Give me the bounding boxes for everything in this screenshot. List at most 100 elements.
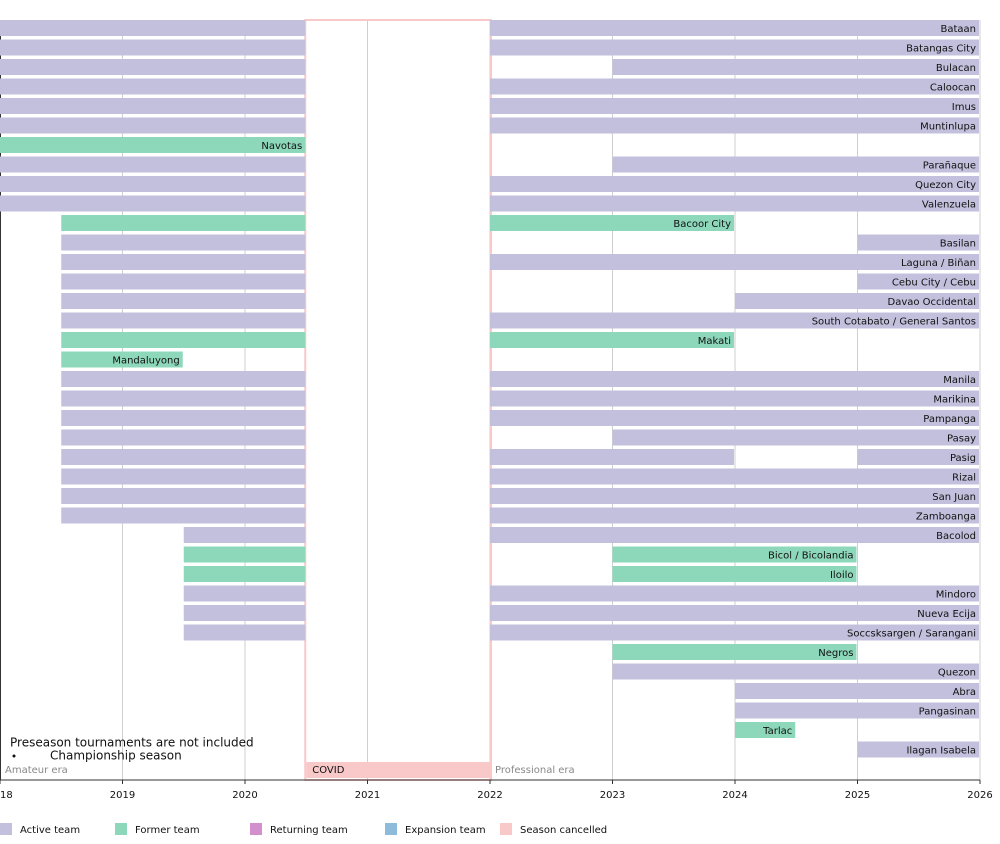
team-label: Negros: [818, 648, 853, 659]
team-bar: [183, 546, 306, 563]
team-bar: [735, 702, 979, 719]
team-bar: [0, 98, 306, 114]
team-label: Pangasinan: [919, 707, 976, 718]
team-label: Abra: [953, 687, 976, 698]
team-bar: [0, 39, 306, 56]
x-tick-label: 2026: [967, 790, 992, 801]
legend-label: Season cancelled: [520, 825, 607, 836]
team-bar: [612, 566, 857, 582]
team-bar: [857, 741, 979, 758]
team-label: Bicol / Bicolandia: [768, 551, 854, 562]
team-bar: [61, 410, 306, 426]
team-bar: [735, 722, 796, 738]
team-bar: [61, 332, 306, 348]
team-label: Zamboanga: [916, 512, 976, 523]
legend-swatch: [250, 823, 262, 835]
team-label: Bacolod: [936, 531, 976, 542]
team-label: Ilagan Isabela: [906, 746, 976, 757]
team-bar: [612, 429, 979, 446]
team-bar: [61, 468, 306, 485]
note-bullet: [12, 754, 16, 758]
team-label: Davao Occidental: [888, 297, 976, 308]
team-label: Pasay: [947, 434, 976, 445]
team-label: Bacoor City: [673, 219, 731, 230]
x-tick-label: 2020: [232, 790, 257, 801]
team-bar: [183, 624, 306, 641]
team-label: Bataan: [940, 24, 976, 35]
team-bar: [490, 410, 979, 426]
legend-swatch: [385, 823, 397, 835]
team-bar: [490, 117, 979, 134]
legend-swatch: [0, 823, 12, 835]
legend-label: Returning team: [270, 825, 348, 836]
team-bar: [0, 156, 306, 173]
team-bar: [490, 332, 734, 348]
x-tick-label: 2024: [722, 790, 747, 801]
team-bar: [183, 585, 306, 602]
legend-label: Active team: [20, 825, 80, 836]
team-bar: [490, 98, 979, 114]
team-label: Parañaque: [923, 161, 976, 172]
team-bar: [0, 137, 306, 153]
team-bar: [61, 449, 306, 465]
team-label: Pampanga: [923, 414, 976, 425]
team-label: Navotas: [261, 141, 302, 152]
team-bar: [857, 273, 979, 290]
team-bar: [490, 20, 979, 36]
team-bar: [61, 488, 306, 504]
team-label: Makati: [698, 336, 731, 347]
team-bar: [61, 273, 306, 290]
team-bar: [735, 293, 979, 309]
team-label: Imus: [952, 102, 976, 113]
team-label: Marikina: [933, 395, 976, 406]
team-bar: [490, 390, 979, 407]
team-label: Nueva Ecija: [917, 609, 976, 620]
team-bar: [612, 59, 979, 75]
team-bar: [490, 468, 979, 485]
team-bar: [61, 312, 306, 329]
team-bar: [612, 156, 979, 173]
team-bar: [490, 624, 979, 641]
era-label: Professional era: [495, 765, 575, 776]
team-label: Batangas City: [906, 44, 976, 55]
team-bar: [490, 176, 979, 192]
team-label: Manila: [943, 375, 976, 386]
team-bar: [612, 644, 857, 660]
era-label: Amateur era: [5, 765, 68, 776]
team-bar: [490, 371, 979, 387]
x-tick-label: 2022: [477, 790, 502, 801]
note: Championship season: [50, 749, 182, 763]
team-label: Mindoro: [936, 590, 976, 601]
team-bar: [490, 507, 979, 524]
team-bar: [0, 195, 306, 212]
team-bar: [612, 546, 857, 563]
team-bar: [61, 215, 306, 231]
team-bar: [490, 254, 979, 270]
team-label: Caloocan: [930, 83, 976, 94]
team-bar: [61, 351, 183, 368]
team-bar: [857, 234, 979, 251]
team-bar: [61, 293, 306, 309]
team-bar: [61, 507, 306, 524]
note: Preseason tournaments are not included: [10, 736, 254, 750]
team-bar: [0, 20, 306, 36]
team-label: Quezon: [938, 668, 976, 679]
team-bar: [183, 605, 306, 621]
team-label: Tarlac: [762, 726, 792, 737]
team-bar: [735, 683, 979, 699]
team-label: South Cotabato / General Santos: [812, 317, 976, 328]
x-tick-label: 2023: [600, 790, 625, 801]
legend-swatch: [115, 823, 127, 835]
team-bar: [490, 39, 979, 56]
team-bar: [183, 527, 306, 543]
team-label: Laguna / Biñan: [901, 258, 976, 269]
team-bar: [61, 234, 306, 251]
team-bar: [490, 488, 979, 504]
team-bar: [490, 78, 979, 95]
team-label: Cebu City / Cebu: [892, 278, 976, 289]
team-label: Valenzuela: [922, 200, 976, 211]
x-tick-label: 2021: [355, 790, 380, 801]
legend-label: Former team: [135, 825, 200, 836]
team-bar: [490, 605, 979, 621]
